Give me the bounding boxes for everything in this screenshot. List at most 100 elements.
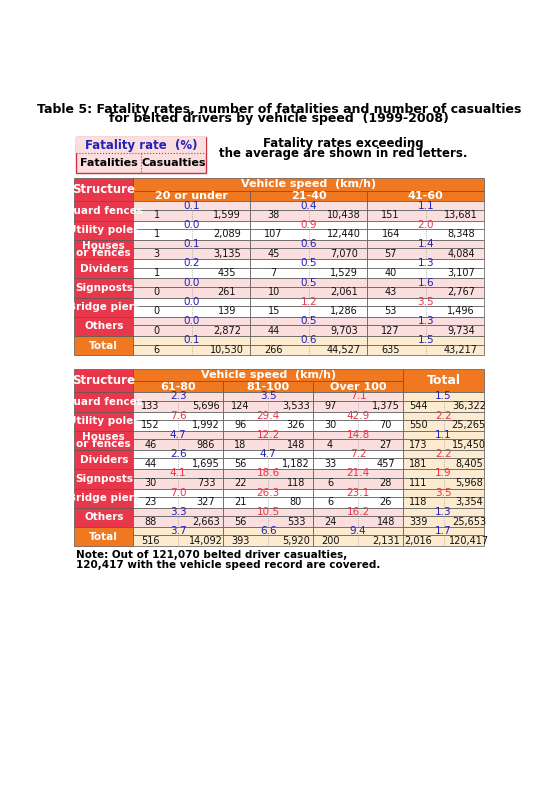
Bar (74, 412, 133, 431)
Text: 21-40: 21-40 (291, 191, 326, 201)
Text: 4,084: 4,084 (447, 249, 475, 259)
Bar (133, 469, 223, 478)
Text: 0.1: 0.1 (184, 239, 200, 249)
Text: 0.5: 0.5 (300, 277, 317, 287)
Text: 0.5: 0.5 (300, 258, 317, 268)
Text: 15,450: 15,450 (452, 440, 486, 450)
Text: Guard fences: Guard fences (65, 206, 143, 216)
Bar (223, 401, 313, 412)
Bar (223, 450, 313, 459)
Text: Utility poles: Utility poles (68, 225, 140, 235)
Text: 1,496: 1,496 (447, 307, 475, 317)
Bar (403, 412, 485, 420)
Bar (133, 336, 250, 345)
Text: 1.3: 1.3 (417, 316, 434, 326)
Bar (403, 478, 485, 489)
Bar (403, 516, 485, 527)
Text: 44: 44 (268, 326, 280, 336)
Text: 45: 45 (268, 249, 280, 259)
Bar (74, 201, 133, 220)
Text: Dividers: Dividers (80, 264, 128, 274)
Text: 22: 22 (234, 478, 246, 488)
Text: Bridge piers: Bridge piers (68, 303, 140, 312)
Text: 57: 57 (384, 249, 397, 259)
Text: 0.0: 0.0 (184, 297, 200, 307)
Text: 6.6: 6.6 (260, 526, 276, 536)
Text: 2.2: 2.2 (435, 449, 452, 459)
Text: 152: 152 (141, 421, 160, 430)
Bar (367, 298, 485, 306)
Text: 0.0: 0.0 (184, 220, 200, 230)
Bar (313, 469, 403, 478)
Text: 2,061: 2,061 (330, 287, 358, 297)
Bar (367, 201, 485, 210)
Bar (74, 469, 133, 489)
Bar (133, 516, 223, 527)
Text: Casualties: Casualties (141, 158, 206, 168)
Bar (250, 287, 367, 298)
Bar (74, 450, 133, 469)
Bar (223, 440, 313, 450)
Text: 550: 550 (409, 421, 428, 430)
Text: 107: 107 (264, 230, 283, 239)
Text: Total: Total (89, 531, 118, 542)
Text: 56: 56 (234, 459, 246, 469)
Text: 1,182: 1,182 (282, 459, 310, 469)
Bar (133, 431, 223, 440)
Text: 148: 148 (287, 440, 305, 450)
Bar (250, 240, 367, 248)
Bar (313, 440, 403, 450)
Text: 1: 1 (154, 230, 160, 239)
Bar (133, 392, 223, 401)
Text: 97: 97 (324, 401, 336, 411)
Text: 1.7: 1.7 (435, 526, 452, 536)
Bar (313, 478, 403, 489)
Text: Table 5: Fatality rates, number of fatalities and number of casualties: Table 5: Fatality rates, number of fatal… (37, 103, 521, 116)
Text: 9,734: 9,734 (447, 326, 475, 336)
Text: 457: 457 (377, 459, 395, 469)
Bar (367, 210, 485, 220)
Text: Over 100: Over 100 (330, 382, 386, 392)
Bar (367, 259, 485, 268)
Text: 200: 200 (321, 536, 340, 546)
Text: 0.1: 0.1 (184, 335, 200, 345)
Bar (403, 459, 485, 469)
Text: 9,703: 9,703 (330, 326, 358, 336)
Text: 120,417 with the vehicle speed record are covered.: 120,417 with the vehicle speed record ar… (76, 560, 380, 569)
Text: 20 or under: 20 or under (155, 191, 228, 201)
Text: 10,438: 10,438 (327, 210, 361, 220)
Bar (250, 248, 367, 259)
Text: 0.0: 0.0 (184, 316, 200, 326)
Bar (223, 469, 313, 478)
Text: 88: 88 (144, 516, 156, 527)
Text: 29.4: 29.4 (257, 411, 280, 421)
Text: 96: 96 (234, 421, 246, 430)
Text: 3,354: 3,354 (455, 497, 483, 508)
Text: 23: 23 (144, 497, 156, 508)
Bar (223, 489, 313, 497)
Bar (133, 191, 250, 201)
Text: 3,107: 3,107 (447, 268, 475, 278)
Text: 1.4: 1.4 (417, 239, 434, 249)
Text: 533: 533 (287, 516, 305, 527)
Bar (133, 420, 223, 431)
Text: 0.9: 0.9 (300, 220, 317, 230)
Bar (367, 287, 485, 298)
Text: 1,286: 1,286 (330, 307, 358, 317)
Text: 25,265: 25,265 (452, 421, 486, 430)
Bar (367, 326, 485, 336)
Bar (133, 440, 223, 450)
Bar (403, 527, 485, 535)
Bar (133, 345, 250, 356)
Text: or fences: or fences (76, 248, 131, 258)
Bar (367, 345, 485, 356)
Bar (403, 431, 485, 440)
Text: 327: 327 (197, 497, 215, 508)
Bar (133, 326, 250, 336)
Bar (223, 431, 313, 440)
Text: 326: 326 (287, 421, 305, 430)
Text: 1.1: 1.1 (417, 200, 434, 211)
Bar (133, 497, 223, 508)
Bar (250, 317, 367, 326)
Text: 14.8: 14.8 (347, 430, 370, 440)
